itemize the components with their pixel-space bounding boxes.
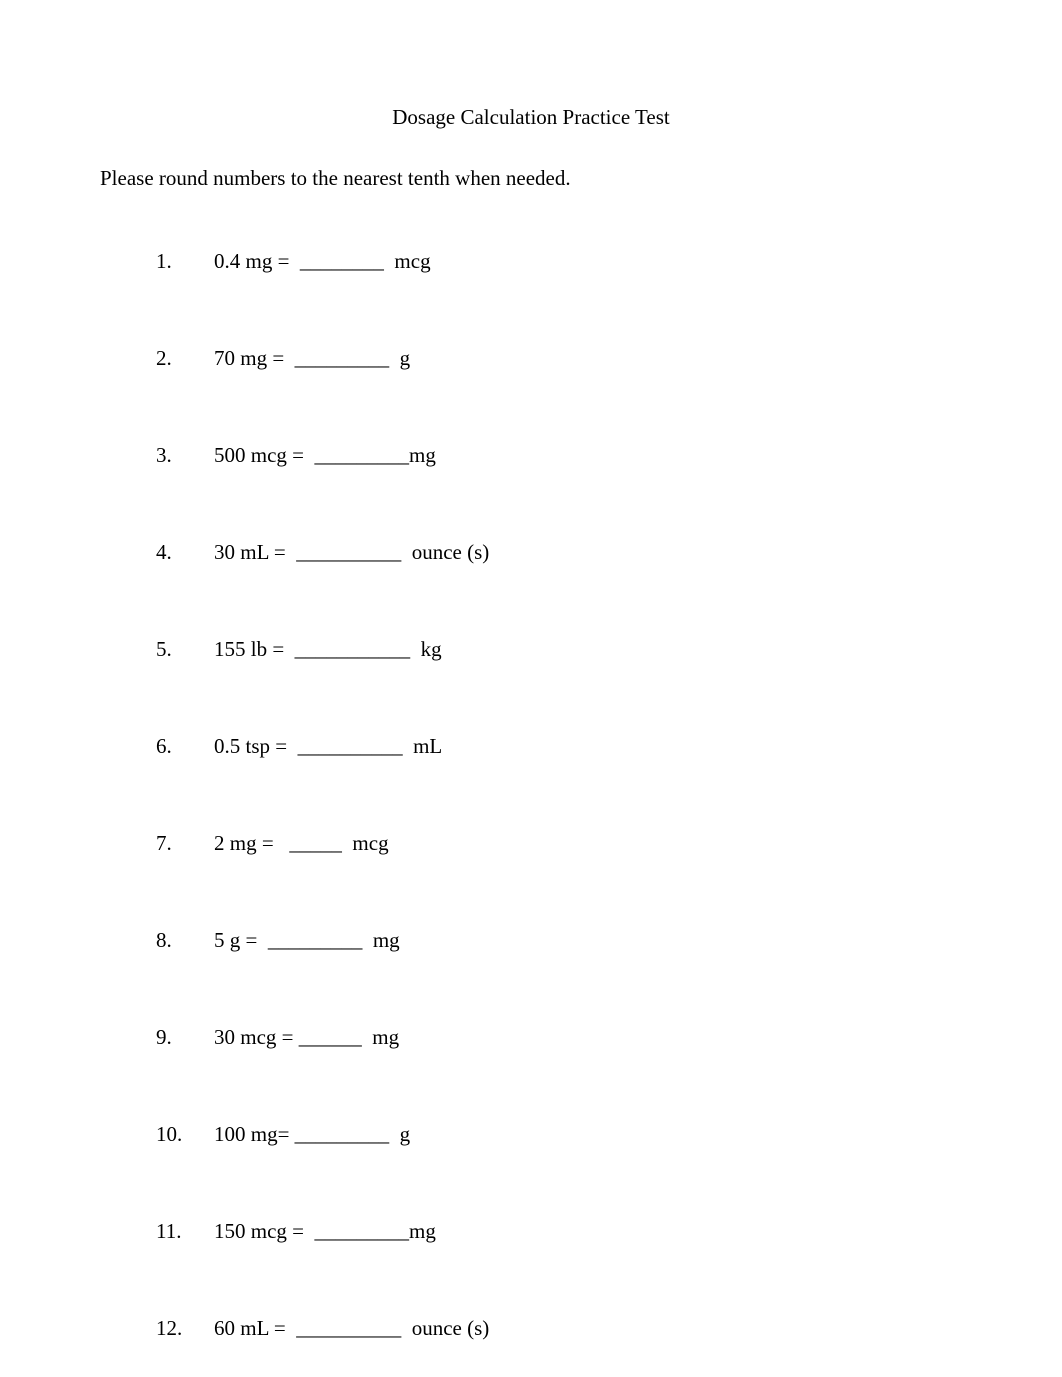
question-number: 2. — [156, 346, 214, 371]
question-text: 5 g = _________ mg — [214, 928, 400, 953]
document-title: Dosage Calculation Practice Test — [100, 105, 962, 130]
question-row: 9. 30 mcg = ______ mg — [156, 1025, 962, 1050]
question-row: 8. 5 g = _________ mg — [156, 928, 962, 953]
question-row: 10. 100 mg= _________ g — [156, 1122, 962, 1147]
question-row: 11. 150 mcg = _________mg — [156, 1219, 962, 1244]
question-text: 60 mL = __________ ounce (s) — [214, 1316, 489, 1341]
question-number: 1. — [156, 249, 214, 274]
question-number: 10. — [156, 1122, 214, 1147]
question-row: 12. 60 mL = __________ ounce (s) — [156, 1316, 962, 1341]
question-row: 5. 155 lb = ___________ kg — [156, 637, 962, 662]
question-number: 11. — [156, 1219, 214, 1244]
question-text: 0.5 tsp = __________ mL — [214, 734, 442, 759]
question-number: 5. — [156, 637, 214, 662]
questions-list: 1. 0.4 mg = ________ mcg 2. 70 mg = ____… — [100, 249, 962, 1341]
question-number: 7. — [156, 831, 214, 856]
question-number: 12. — [156, 1316, 214, 1341]
question-text: 500 mcg = _________mg — [214, 443, 436, 468]
question-text: 2 mg = _____ mcg — [214, 831, 389, 856]
question-text: 150 mcg = _________mg — [214, 1219, 436, 1244]
instructions-text: Please round numbers to the nearest tent… — [100, 166, 962, 191]
question-number: 8. — [156, 928, 214, 953]
question-number: 9. — [156, 1025, 214, 1050]
question-row: 3. 500 mcg = _________mg — [156, 443, 962, 468]
question-row: 6. 0.5 tsp = __________ mL — [156, 734, 962, 759]
question-text: 0.4 mg = ________ mcg — [214, 249, 431, 274]
question-text: 100 mg= _________ g — [214, 1122, 410, 1147]
question-row: 4. 30 mL = __________ ounce (s) — [156, 540, 962, 565]
question-text: 155 lb = ___________ kg — [214, 637, 442, 662]
question-number: 6. — [156, 734, 214, 759]
question-text: 30 mL = __________ ounce (s) — [214, 540, 489, 565]
question-text: 70 mg = _________ g — [214, 346, 410, 371]
question-text: 30 mcg = ______ mg — [214, 1025, 399, 1050]
question-row: 7. 2 mg = _____ mcg — [156, 831, 962, 856]
question-number: 4. — [156, 540, 214, 565]
question-number: 3. — [156, 443, 214, 468]
question-row: 2. 70 mg = _________ g — [156, 346, 962, 371]
question-row: 1. 0.4 mg = ________ mcg — [156, 249, 962, 274]
